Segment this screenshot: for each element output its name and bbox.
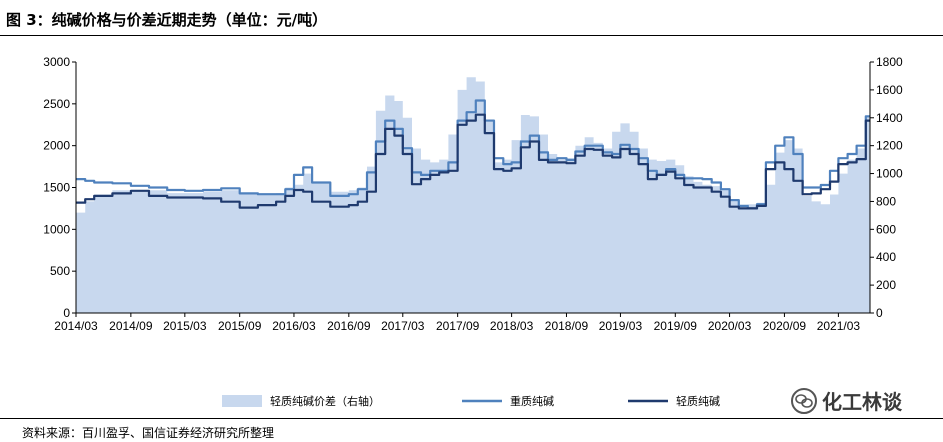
left-tick-label: 3000 [43,55,70,69]
x-tick-label: 2016/03 [272,319,316,333]
x-tick-label: 2020/03 [708,319,752,333]
source-bar: 资料来源：百川盈孚、国信证券经济研究所整理 [0,418,943,442]
wechat-icon [791,387,817,414]
x-tick-label: 2020/09 [763,319,807,333]
x-tick-label: 2017/03 [381,319,425,333]
right-tick-label: 1000 [876,167,903,181]
x-tick-label: 2017/09 [436,319,480,333]
x-tick-label: 2018/03 [490,319,534,333]
x-tick-label: 2021/03 [817,319,861,333]
chart: 0 500 1000 1500 2000 2500 3000 0 200 400 600 800 100… [43,55,903,408]
legend-swatch-spread [222,395,262,407]
legend-label: 重质纯碱 [510,394,554,408]
right-tick-label: 400 [876,250,896,264]
source-text: 资料来源：百川盈孚、国信证券经济研究所整理 [22,426,275,440]
x-tick-label: 2016/09 [327,319,371,333]
left-tick-label: 1000 [43,222,70,236]
left-tick-label: 0 [63,306,70,320]
left-tick-label: 2500 [43,97,70,111]
right-tick-label: 200 [876,278,896,292]
legend-label: 轻质纯碱价差（右轴） [270,394,380,408]
series-area-spread [76,77,870,313]
watermark-text: 化工林谈 [822,390,902,414]
x-tick-label: 2019/03 [599,319,643,333]
right-tick-label: 0 [876,306,883,320]
right-tick-label: 1600 [876,83,903,97]
right-tick-label: 800 [876,194,896,208]
right-tick-label: 1800 [876,55,903,69]
legend-label: 轻质纯碱 [676,394,720,408]
right-tick-label: 1400 [876,111,903,125]
left-tick-label: 1500 [43,181,70,195]
x-tick-label: 2015/03 [163,319,207,333]
right-tick-label: 600 [876,222,896,236]
title-bar: 图 3：纯碱价格与价差近期走势（单位：元/吨） [0,0,943,36]
x-tick-label: 2019/09 [654,319,698,333]
x-tick-label: 2014/03 [54,319,98,333]
chart-title: 图 3：纯碱价格与价差近期走势（单位：元/吨） [6,11,328,29]
series-line-light [76,113,870,210]
x-tick-label: 2015/09 [218,319,262,333]
right-tick-label: 1200 [876,139,903,153]
x-tick-label: 2014/09 [109,319,153,333]
left-tick-label: 2000 [43,139,70,153]
left-tick-label: 500 [50,264,70,278]
watermark: 化工林谈 [790,386,902,415]
x-tick-label: 2018/09 [545,319,589,333]
